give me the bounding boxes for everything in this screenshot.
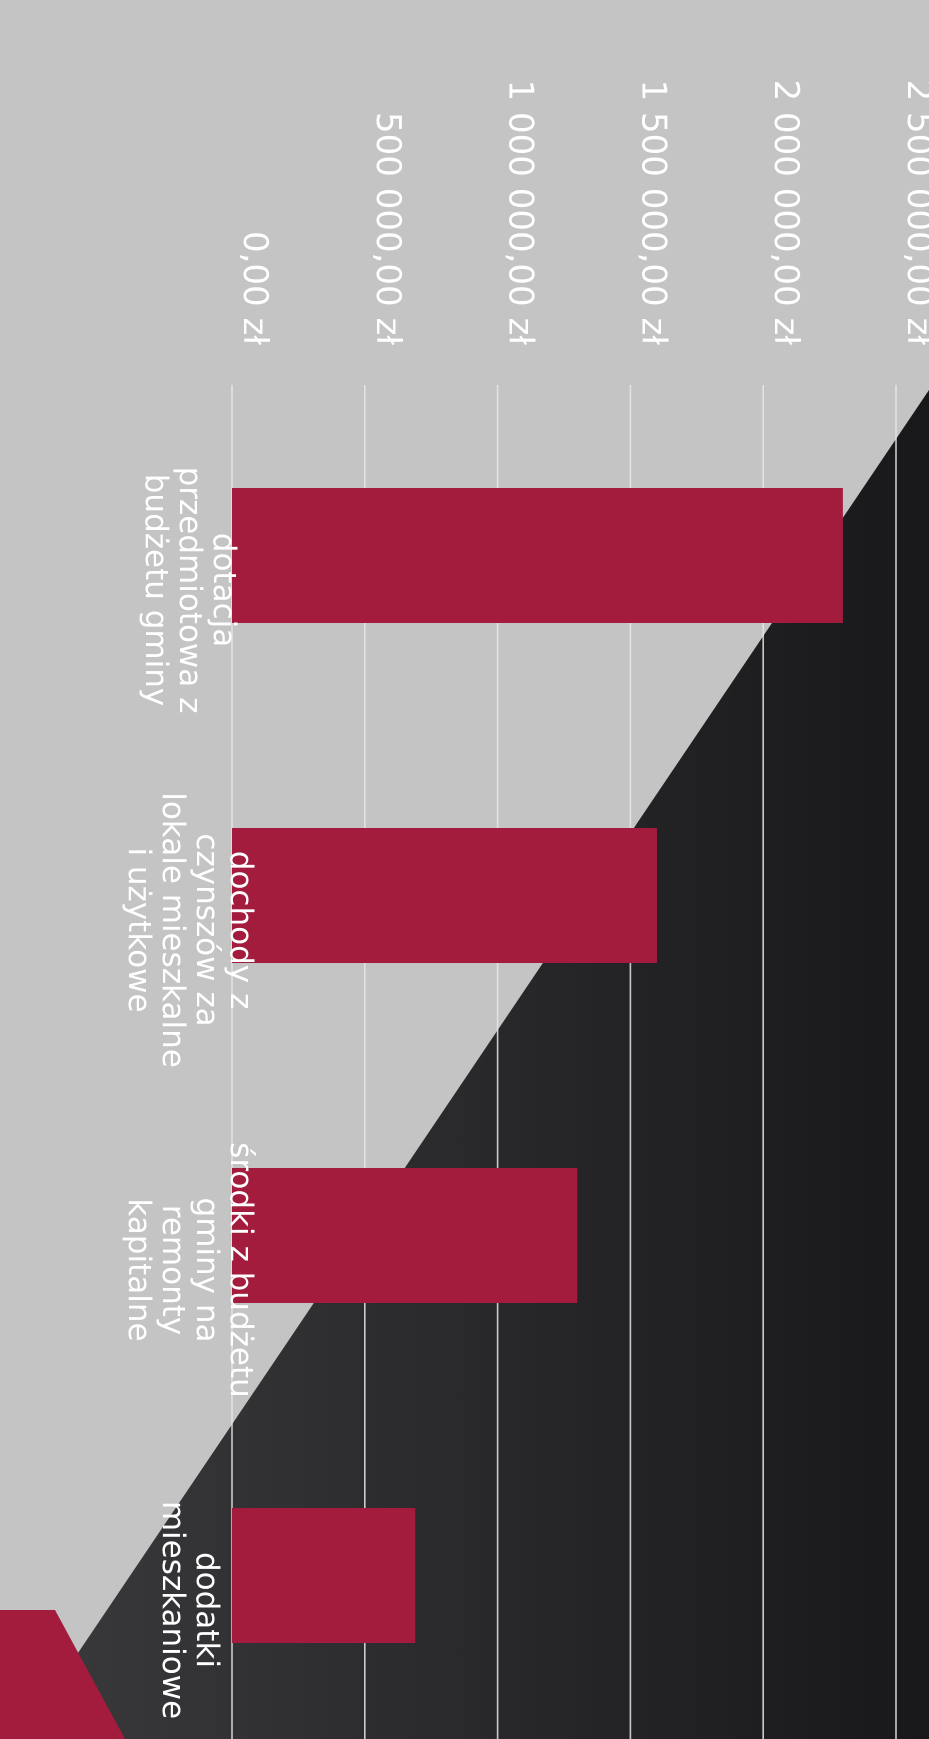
bar xyxy=(232,828,657,963)
category-label: dotacja xyxy=(206,533,242,647)
category-label: środki z budżetu xyxy=(223,1142,259,1398)
bar xyxy=(232,1168,578,1303)
value-axis-tick-labels: 0,00 zł 500 000,00 zł 1 000 000,00 zł 1 500… xyxy=(235,80,929,346)
category-label: przedmiotowa z xyxy=(172,467,208,714)
y-tick-label: 0,00 zł xyxy=(235,231,275,345)
bar xyxy=(232,488,843,623)
y-tick-label: 2 500 000,00 zł xyxy=(899,80,929,346)
y-tick-label: 1 500 000,00 zł xyxy=(633,80,673,346)
bars xyxy=(232,488,843,1643)
y-tick-label: 2 000 000,00 zł xyxy=(766,80,806,346)
category-label: dodatki xyxy=(189,1552,225,1668)
category-label: lokale mieszkalne xyxy=(155,792,191,1068)
category-label: budżetu gminy xyxy=(138,474,174,707)
category-label: czynszów za xyxy=(189,833,225,1026)
category-label: i użytkowe xyxy=(121,847,157,1012)
background-dark-triangle xyxy=(20,390,929,1739)
accent-corner-triangle xyxy=(0,1610,125,1739)
category-label: kapitalne xyxy=(121,1198,157,1341)
y-tick-label: 1 000 000,00 zł xyxy=(501,80,541,346)
bar xyxy=(232,1508,416,1643)
category-label: remonty xyxy=(155,1205,191,1335)
category-label: dochody z xyxy=(223,851,259,1009)
category-label: mieszkaniowe xyxy=(155,1501,191,1719)
category-label: gminy na xyxy=(189,1198,225,1343)
y-tick-label: 500 000,00 zł xyxy=(368,112,408,345)
